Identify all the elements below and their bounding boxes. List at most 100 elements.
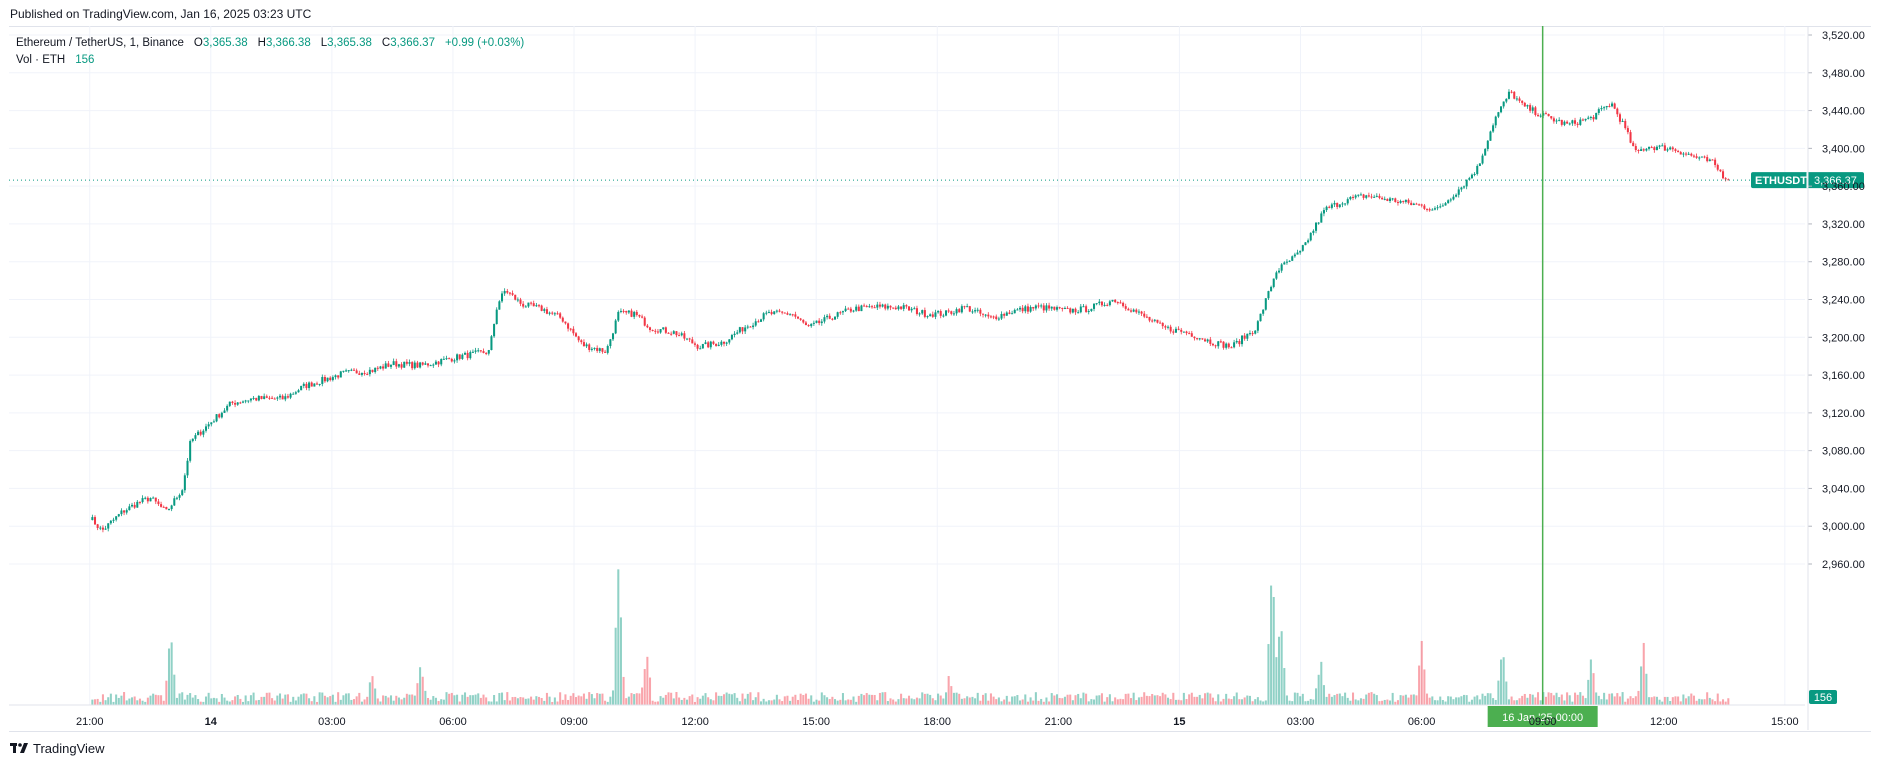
candle-body [1700,156,1703,158]
candle-body [553,313,556,315]
candle-body [688,338,691,340]
volume-bar [1090,699,1093,705]
volume-bar [1645,673,1648,705]
volume-bar [1124,693,1127,705]
volume-bar [313,696,316,705]
candle-body [411,362,414,369]
candle-body [426,363,430,366]
candle-body [585,344,588,347]
tradingview-logo[interactable]: TradingView [10,741,105,756]
volume-bar [1317,674,1320,705]
candle-body [374,367,377,373]
volume-bar [1296,692,1299,705]
volume-bar [596,693,599,705]
volume-bar [173,674,176,705]
candle-body [345,370,348,372]
volume-bar [884,692,887,705]
volume-bar [1188,694,1191,705]
volume-bar [717,695,720,705]
volume-bar [1518,698,1521,705]
high-label: H [257,37,266,49]
volume-bar [403,697,406,705]
candle-body [1153,319,1156,321]
volume-bar [437,701,440,705]
time-tick-label: 15:00 [802,716,830,728]
candle-body [582,342,585,347]
candle-body [355,370,358,374]
volume-bar [1584,698,1587,705]
candle-body [1526,105,1529,107]
candle-body [313,383,316,387]
volume-bar [746,693,749,705]
candle-body [934,312,937,317]
candle-body [487,350,490,354]
volume-bar [183,699,186,705]
close-value: 3,366.37 [390,37,435,49]
candle-body [123,510,126,513]
volume-bar [210,698,213,705]
volume-bar [294,700,297,705]
candle-body [1108,301,1111,306]
candle-body [1304,242,1307,246]
candle-body [638,314,641,317]
volume-bar [1669,701,1672,705]
candle-body [564,321,567,324]
symbol-title[interactable]: Ethereum / TetherUS, 1, Binance [16,37,184,49]
volume-bar [1394,701,1397,705]
volume-label[interactable]: Vol · ETH [16,54,66,66]
volume-bar [1671,697,1674,705]
volume-bar [905,698,908,705]
candle-body [923,310,926,317]
price-tick-label: 2,960.00 [1822,559,1865,571]
price-tick-label: 3,520.00 [1822,30,1865,42]
volume-bar [963,698,966,705]
candle-body [1571,120,1574,124]
candle-body [432,364,435,366]
volume-bar [1026,701,1029,705]
candle-body [434,361,437,365]
candle-body [892,307,895,309]
volume-bar [392,700,395,705]
candle-body [1359,194,1362,196]
volume-bar [720,695,723,705]
candle-body [1402,200,1405,202]
candle-body [1365,195,1368,198]
volume-bar [958,693,961,705]
candle-body [823,317,826,322]
volume-bar [1433,700,1436,705]
volume-bar [1476,695,1479,705]
change-value: +0.99 (+0.03%) [444,37,525,49]
candle-body [146,497,149,502]
volume-bar [1497,680,1500,705]
volume-bar [167,648,171,705]
candle-body [939,311,942,316]
candle-body [1209,339,1212,344]
candle-body [395,361,398,367]
volume-bar [284,694,287,705]
volume-bar [1489,693,1492,705]
volume-bar [1174,699,1177,705]
volume-bar [765,701,768,705]
candle-body [466,352,469,359]
volume-bar [923,693,926,705]
candle-body [294,392,297,394]
volume-bar [263,696,266,705]
volume-bar [944,692,948,705]
candle-body [1611,103,1614,107]
volume-bar [1568,695,1571,705]
volume-bar [1315,688,1318,705]
candle-body [226,405,229,411]
volume-bar [950,686,953,705]
candle-body [302,383,305,386]
volume-bar [252,692,255,705]
volume-bar [1666,696,1669,705]
candle-body [569,328,572,330]
candle-body [347,370,350,372]
candle-body [611,333,615,340]
candle-body [1241,335,1244,345]
time-tick-label: 18:00 [924,716,952,728]
candle-body [918,313,921,315]
volume-bar [540,697,543,705]
volume-bar [226,700,229,705]
